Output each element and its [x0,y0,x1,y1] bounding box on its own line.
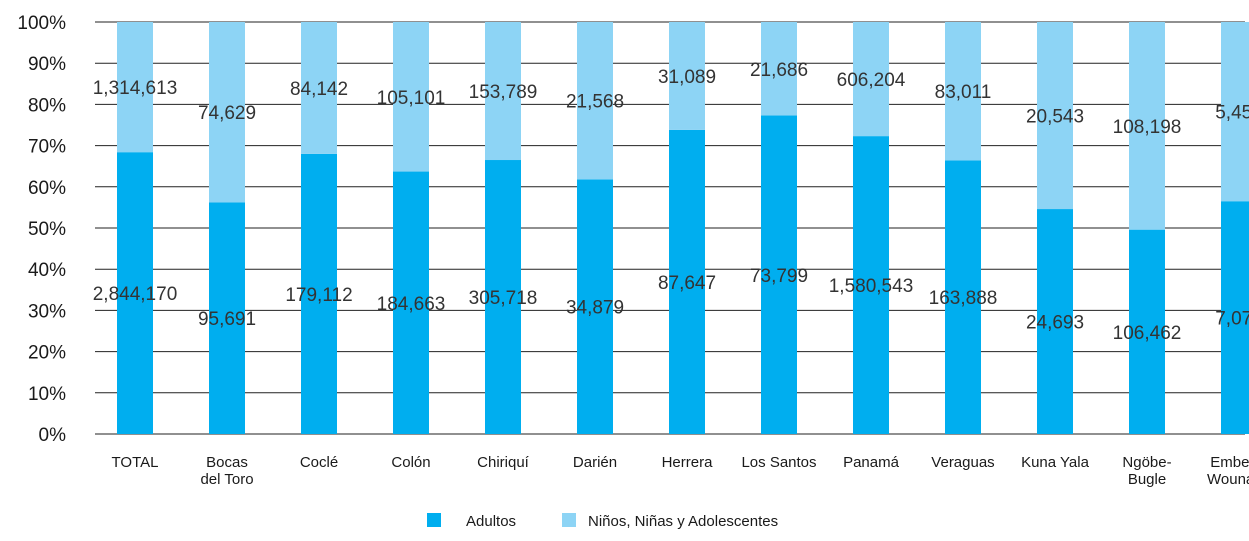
data-label-adultos: 184,663 [377,294,446,315]
legend-item-adultos: Adultos [427,513,516,530]
bar-ninos [209,22,245,203]
x-tick-label: Panamá [843,454,900,471]
bar-adultos [577,179,613,434]
data-label-ninos: 20,543 [1026,107,1084,128]
legend-label-adultos: Adultos [466,513,516,530]
y-tick-label: 0% [39,425,67,446]
data-label-ninos: 153,789 [469,82,538,103]
x-axis: TOTAL Bocas del Toro Coclé Colón Chiriquí Dari… [112,454,1249,488]
y-tick-label: 90% [28,54,66,75]
bar-ninos [485,22,521,161]
data-label-ninos: 606,204 [837,70,906,91]
legend-swatch-ninos [562,513,576,527]
y-tick-label: 100% [17,13,66,34]
data-label-adultos: 305,718 [469,288,538,309]
data-label-ninos: 84,142 [290,79,348,100]
x-tick-label: Darién [573,454,617,471]
data-label-adultos: 1,580,543 [829,276,914,297]
data-label-adultos: 163,888 [929,288,998,309]
data-label-adultos: 34,879 [566,298,624,319]
bar-adultos [853,136,889,434]
data-labels: 2,844,170 1,314,613 95,691 74,629 179,112 84,… [93,60,1249,344]
bar-adultos [209,202,245,434]
bar-ninos [1037,22,1073,210]
y-tick-label: 40% [28,260,66,281]
bar-adultos [301,153,337,434]
y-tick-label: 20% [28,343,66,364]
bar-adultos [485,160,521,434]
x-tick-label: TOTAL [112,454,159,471]
x-tick-label: Veraguas [931,454,994,471]
data-label-ninos: 105,101 [377,88,446,109]
data-label-adultos: 73,799 [750,266,808,287]
bar-adultos [761,115,797,435]
y-tick-label: 60% [28,178,66,199]
x-tick-label: Ngöbe-Bugle [1122,454,1171,488]
data-label-ninos: 83,011 [935,82,992,103]
data-label-ninos: 74,629 [198,103,256,124]
data-label-adultos: 179,112 [285,285,352,306]
legend-label-ninos: Niños, Niñas y Adolescentes [588,513,778,530]
x-tick-label: Colón [391,454,430,471]
y-tick-label: 70% [28,137,66,158]
bar-adultos [1129,229,1165,434]
legend-item-ninos: Niños, Niñas y Adolescentes [562,513,778,530]
x-tick-label: Emberá-Wounaan [1207,454,1249,488]
bar-ninos [1221,22,1249,202]
x-tick-label: Kuna Yala [1021,454,1089,471]
data-label-adultos: 87,647 [658,273,716,294]
x-tick-label: Bocas del Toro [200,454,253,488]
y-tick-label: 50% [28,219,66,240]
legend: Adultos Niños, Niñas y Adolescentes [427,513,778,530]
bar-ninos [1129,22,1165,230]
data-label-adultos: 95,691 [198,309,256,330]
bar-ninos [853,22,889,137]
bar-ninos [945,22,981,161]
data-label-adultos: 7,075 [1215,309,1249,330]
bar-adultos [1221,201,1249,434]
x-tick-label: Herrera [662,454,714,471]
data-label-ninos: 21,686 [750,60,808,81]
data-label-ninos: 5,453 [1215,103,1249,124]
bar-adultos [945,160,981,434]
bar-adultos [117,152,153,434]
legend-swatch-adultos [427,513,441,527]
data-label-adultos: 2,844,170 [93,284,178,305]
data-label-ninos: 21,568 [566,92,624,113]
bar-adultos [393,171,429,434]
y-tick-label: 30% [28,301,66,322]
data-label-adultos: 106,462 [1113,323,1182,344]
bars [117,22,1249,435]
bar-adultos [1037,209,1073,434]
x-tick-label: Coclé [300,454,338,471]
y-axis: 0% 10% 20% 30% 40% 50% 60% 70% 80% 90% 100% [17,13,66,446]
data-label-ninos: 1,314,613 [93,78,178,99]
bar-ninos [761,22,797,116]
bar-ninos [577,22,613,180]
bar-ninos [393,22,429,172]
bar-ninos [669,22,705,130]
bar-ninos [301,22,337,154]
bar-ninos [117,22,153,153]
data-label-ninos: 31,089 [658,67,716,88]
data-label-adultos: 24,693 [1026,313,1084,334]
y-tick-label: 10% [28,384,66,405]
data-label-ninos: 108,198 [1113,117,1182,138]
y-tick-label: 80% [28,95,66,116]
x-tick-label: Chiriquí [477,454,530,471]
x-tick-label: Los Santos [741,454,816,471]
bar-adultos [669,129,705,434]
